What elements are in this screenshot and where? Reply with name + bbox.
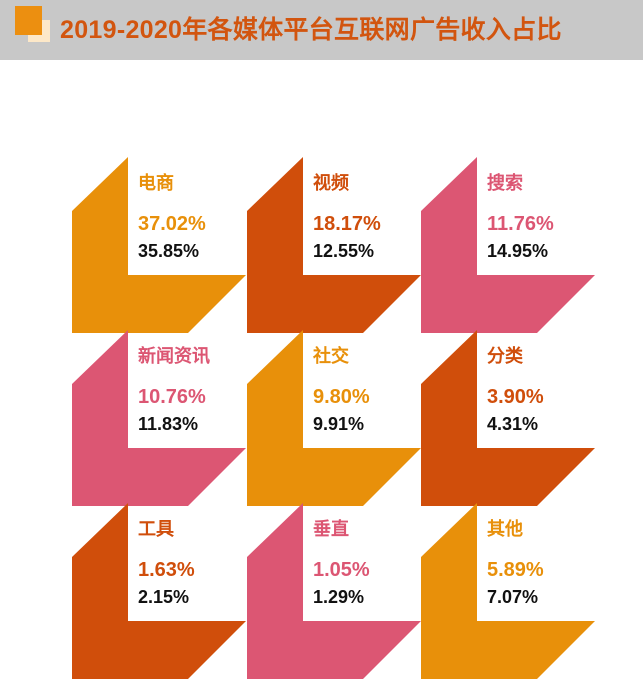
- value-bottom: 4.31%: [487, 414, 539, 434]
- category-name: 分类: [487, 346, 523, 366]
- value-top: 37.02%: [138, 213, 206, 235]
- category-tile: 工具 1.63% 2.15%: [72, 503, 248, 681]
- decor-square-front: [15, 6, 42, 35]
- chevron-shape: [247, 330, 421, 506]
- value-bottom: 2.15%: [138, 587, 190, 607]
- value-top: 18.17%: [313, 213, 381, 235]
- value-top: 10.76%: [138, 386, 206, 408]
- page-title: 2019-2020年各媒体平台互联网广告收入占比: [60, 16, 562, 44]
- category-tile: 视频 18.17% 12.55%: [247, 157, 423, 335]
- category-name: 工具: [138, 519, 174, 539]
- value-bottom: 11.83%: [138, 414, 199, 434]
- category-tile: 其他 5.89% 7.07%: [421, 503, 597, 681]
- header-bar: 2019-2020年各媒体平台互联网广告收入占比: [0, 0, 643, 60]
- category-tile: 搜索 11.76% 14.95%: [421, 157, 597, 335]
- chevron-shape: [72, 503, 246, 679]
- category-name: 新闻资讯: [138, 346, 210, 366]
- chevron-shape: [72, 330, 246, 506]
- value-bottom: 1.29%: [313, 587, 365, 607]
- value-top: 11.76%: [487, 213, 554, 235]
- value-bottom: 35.85%: [138, 241, 200, 261]
- chevron-shape: [247, 157, 421, 333]
- category-tile: 垂直 1.05% 1.29%: [247, 503, 423, 681]
- value-bottom: 9.91%: [313, 414, 365, 434]
- chevron-shape: [421, 503, 595, 679]
- value-top: 1.05%: [313, 559, 370, 581]
- category-tile: 电商 37.02% 35.85%: [72, 157, 248, 335]
- category-name: 垂直: [313, 519, 349, 539]
- value-top: 1.63%: [138, 559, 195, 581]
- category-name: 社交: [313, 346, 349, 366]
- category-name: 电商: [138, 173, 174, 193]
- category-name: 其他: [487, 519, 523, 539]
- value-bottom: 14.95%: [487, 241, 549, 261]
- category-tile: 新闻资讯 10.76% 11.83%: [72, 330, 248, 508]
- chevron-shape: [421, 157, 595, 333]
- category-name: 视频: [313, 173, 349, 193]
- value-top: 9.80%: [313, 386, 370, 408]
- value-top: 5.89%: [487, 559, 544, 581]
- category-tile: 社交 9.80% 9.91%: [247, 330, 423, 508]
- category-tile: 分类 3.90% 4.31%: [421, 330, 597, 508]
- chevron-shape: [421, 330, 595, 506]
- category-name: 搜索: [487, 173, 523, 193]
- chevron-shape: [72, 157, 246, 333]
- value-bottom: 12.55%: [313, 241, 375, 261]
- chevron-shape: [247, 503, 421, 679]
- value-top: 3.90%: [487, 386, 544, 408]
- value-bottom: 7.07%: [487, 587, 539, 607]
